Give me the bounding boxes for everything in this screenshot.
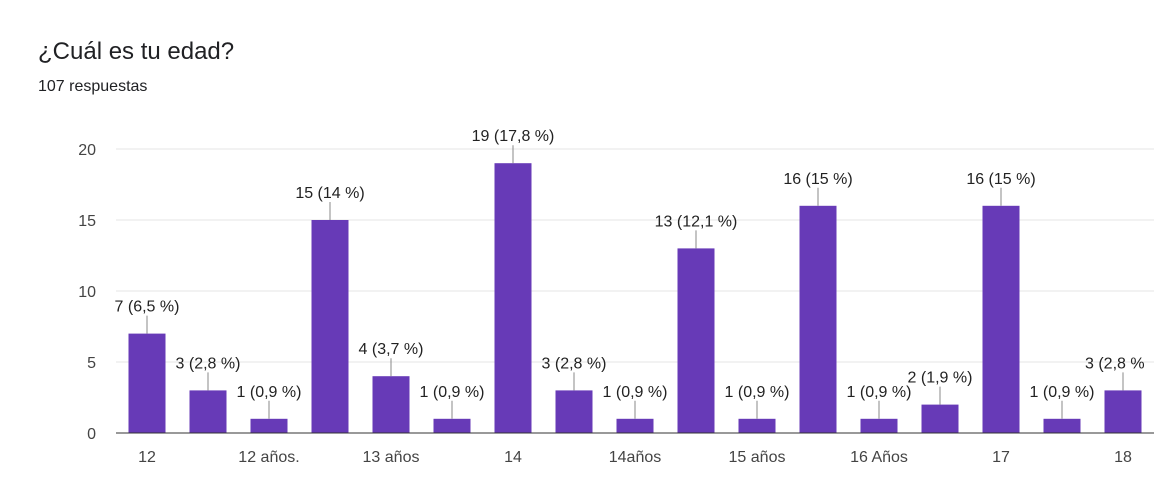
data-label: 16 (15 %) [966,171,1035,188]
data-label: 1 (0,9 %) [847,384,912,401]
bar [372,376,410,433]
bar [128,333,166,433]
data-label: 3 (2,8 %) [542,355,607,372]
data-label: 3 (2,8 %) [176,355,241,372]
y-tick-label: 5 [87,355,96,372]
y-tick-label: 20 [78,142,96,159]
data-label: 1 (0,9 %) [420,384,485,401]
x-tick-label: 14 [504,449,522,466]
data-label: 1 (0,9 %) [237,384,302,401]
y-axis-ticks: 0 5 10 15 20 [78,142,96,443]
data-label: 1 (0,9 %) [725,384,790,401]
bar [311,220,349,433]
bar [250,418,288,433]
x-tick-label: 12 años. [238,449,299,466]
x-tick-label: 15 años [729,449,786,466]
data-label: 15 (14 %) [295,185,364,202]
data-label: 2 (1,9 %) [908,370,973,387]
bar [494,163,532,433]
bar [799,205,837,433]
bar [1104,390,1142,433]
chart-title: ¿Cuál es tu edad? [38,38,235,65]
bars [128,163,1142,433]
bar [1043,418,1081,433]
data-label: 7 (6,5 %) [115,299,180,316]
data-label: 1 (0,9 %) [603,384,668,401]
x-tick-label: 13 años [363,449,420,466]
response-count: 107 respuestas [38,78,148,95]
x-tick-label: 16 Años [850,449,908,466]
bar [860,418,898,433]
data-label: 1 (0,9 %) [1030,384,1095,401]
data-labels: 7 (6,5 %) 3 (2,8 %) 1 (0,9 %) 15 (14 %) 4 (3… [115,128,1145,419]
bar [921,404,959,433]
bar [555,390,593,433]
x-tick-label: 18 [1114,449,1132,466]
data-label: 13 (12,1 %) [655,213,738,230]
data-label: 3 (2,8 % [1085,355,1145,372]
bar [189,390,227,433]
bar [433,418,471,433]
grid-lines [116,148,1154,363]
y-tick-label: 15 [78,213,96,230]
x-tick-label: 12 [138,449,156,466]
bar [738,418,776,433]
bar [616,418,654,433]
y-tick-label: 10 [78,284,96,301]
data-label: 19 (17,8 %) [472,128,555,145]
data-label: 4 (3,7 %) [359,341,424,358]
y-tick-label: 0 [87,426,96,443]
x-axis-ticks: 12 12 años. 13 años 14 14años 15 años 16 Años 1… [138,449,1132,466]
bar [982,205,1020,433]
bar [677,248,715,433]
x-tick-label: 17 [992,449,1010,466]
x-tick-label: 14años [609,449,662,466]
data-label: 16 (15 %) [783,171,852,188]
